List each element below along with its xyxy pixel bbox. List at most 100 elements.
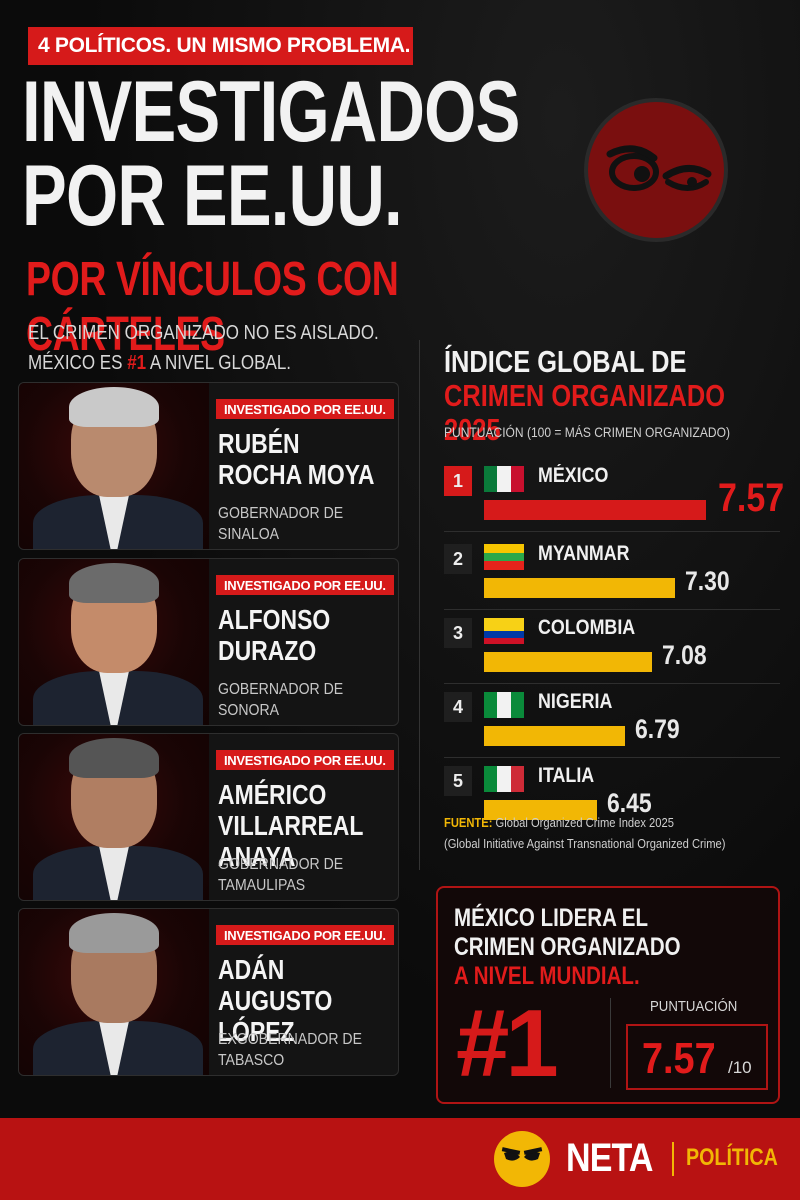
politician-role: GOBERNADOR DE SONORA [218, 679, 394, 721]
intro-rank-highlight: #1 [127, 352, 147, 374]
politician-role-line2: SONORA [218, 702, 280, 719]
score-bar [484, 726, 625, 746]
column-divider [419, 340, 420, 870]
source-line2: (Global Initiative Against Transnational… [444, 836, 726, 851]
score-bar [484, 800, 597, 820]
politician-role-line1: EXGOBERNADOR DE [218, 1031, 362, 1048]
score-denominator: /10 [728, 1058, 752, 1077]
score-label: PUNTUACIÓN [650, 998, 738, 1015]
country-flag-icon [484, 766, 524, 792]
politician-name: ALFONSO DURAZO [218, 604, 398, 666]
section-label: POLÍTICA [686, 1144, 778, 1171]
portrait-photo [19, 383, 209, 549]
politician-card: INVESTIGADO POR EE.UU. ALFONSO DURAZO GO… [18, 558, 399, 726]
lead-rank: #1 [456, 990, 559, 1097]
politician-name-line2: DURAZO [218, 635, 317, 666]
politician-role-line1: GOBERNADOR DE [218, 505, 344, 522]
intro-line2-post: A NIVEL GLOBAL. [146, 352, 292, 374]
politician-role-line2: TAMAULIPAS [218, 877, 306, 894]
angry-eyes-icon [584, 98, 728, 242]
portrait-photo [19, 734, 209, 900]
politician-name-line2: VILLARREAL ANAYA [218, 810, 363, 872]
politician-card: INVESTIGADO POR EE.UU. ADÁN AUGUSTO LÓPE… [18, 908, 399, 1076]
rank-number: 2 [444, 544, 472, 574]
politician-role-line1: GOBERNADOR DE [218, 681, 344, 698]
rank-row-2: 2 MYANMAR 7.30 [444, 540, 780, 610]
footer-separator [672, 1142, 674, 1176]
politician-role-line2: SINALOA [218, 526, 280, 543]
intro-text: EL CRIMEN ORGANIZADO NO ES AISLADO. MÉXI… [28, 318, 419, 378]
hero-title: INVESTIGADOS POR EE.UU. [22, 64, 520, 244]
lead-highlight-box: MÉXICO LIDERA EL CRIMEN ORGANIZADO A NIV… [436, 886, 780, 1104]
country-name: MÉXICO [538, 464, 609, 487]
politician-role: GOBERNADOR DE SINALOA [218, 503, 394, 545]
intro-line2: MÉXICO ES #1 A NIVEL GLOBAL. [28, 348, 419, 378]
politician-card: INVESTIGADO POR EE.UU. AMÉRICO VILLARREA… [18, 733, 399, 901]
lead-line2: CRIMEN ORGANIZADO [454, 933, 681, 961]
lead-line1: MÉXICO LIDERA EL [454, 904, 649, 932]
intro-line2-pre: MÉXICO ES [28, 352, 128, 374]
score-label: 7.57 [718, 476, 785, 520]
rank-number: 4 [444, 692, 472, 722]
country-flag-icon [484, 544, 524, 570]
politician-role: GOBERNADOR DE TAMAULIPAS [218, 854, 394, 896]
lead-line3: A NIVEL MUNDIAL. [454, 962, 640, 990]
politician-role-line1: GOBERNADOR DE [218, 856, 344, 873]
hero-title-line1: INVESTIGADOS [22, 64, 520, 160]
rank-number: 1 [444, 466, 472, 496]
score-value: 7.57 [642, 1034, 716, 1083]
country-flag-icon [484, 692, 524, 718]
score-bar [484, 578, 675, 598]
source-name: Global Organized Crime Index 2025 [492, 815, 674, 830]
politician-name: ADÁN AUGUSTO LÓPEZ [218, 954, 398, 1047]
source-line1: FUENTE: Global Organized Crime Index 202… [444, 812, 788, 833]
score-label: 6.45 [607, 788, 652, 818]
country-name: COLOMBIA [538, 616, 636, 639]
rank-number: 3 [444, 618, 472, 648]
country-flag-icon [484, 618, 524, 644]
index-title-line1: ÍNDICE GLOBAL DE [444, 344, 687, 379]
score-bar [484, 500, 706, 520]
politician-name: RUBÉN ROCHA MOYA [218, 428, 398, 490]
country-name: MYANMAR [538, 542, 630, 565]
footer-bar: NETA POLÍTICA [0, 1118, 800, 1200]
lead-text: MÉXICO LIDERA EL CRIMEN ORGANIZADO A NIV… [454, 904, 766, 991]
brand-name: NETA [566, 1136, 653, 1180]
investigated-badge: INVESTIGADO POR EE.UU. [216, 925, 394, 945]
source-label: FUENTE: [444, 815, 493, 830]
score-label: 6.79 [635, 714, 680, 744]
investigated-badge: INVESTIGADO POR EE.UU. [216, 575, 394, 595]
hero-title-line2: POR EE.UU. [22, 148, 403, 244]
politician-name-line1: AMÉRICO [218, 779, 327, 810]
politician-name-line2: ROCHA MOYA [218, 459, 375, 490]
index-title-line2: CRIMEN ORGANIZADO 2025 [444, 378, 726, 447]
investigated-badge: INVESTIGADO POR EE.UU. [216, 399, 394, 419]
portrait-photo [19, 909, 209, 1075]
rank-number: 5 [444, 766, 472, 796]
rank-row-4: 4 NIGERIA 6.79 [444, 688, 780, 758]
portrait-photo [19, 559, 209, 725]
rank-row-1: 1 MÉXICO 7.57 [444, 462, 784, 532]
source-citation: FUENTE: Global Organized Crime Index 202… [444, 812, 788, 854]
header-tag: 4 POLÍTICOS. UN MISMO PROBLEMA. [28, 27, 413, 65]
index-title: ÍNDICE GLOBAL DE CRIMEN ORGANIZADO 2025 [444, 345, 788, 447]
score-bar [484, 652, 652, 672]
politician-role-line2: TABASCO [218, 1052, 285, 1069]
country-name: ITALIA [538, 764, 595, 787]
politician-name-line1: ALFONSO [218, 604, 331, 635]
politician-name: AMÉRICO VILLARREAL ANAYA [218, 779, 398, 872]
hero-subtitle: POR VÍNCULOS CON CÁRTELES [26, 253, 399, 361]
investigated-badge: INVESTIGADO POR EE.UU. [216, 750, 394, 770]
politician-role: EXGOBERNADOR DE TABASCO [218, 1029, 394, 1071]
lead-divider [610, 998, 611, 1088]
politician-name-line1: RUBÉN [218, 428, 300, 459]
neta-logo-icon [494, 1131, 550, 1187]
rank-row-3: 3 COLOMBIA 7.08 [444, 614, 780, 684]
country-flag-icon [484, 466, 524, 492]
intro-line1: EL CRIMEN ORGANIZADO NO ES AISLADO. [28, 322, 379, 344]
rank-row-5: 5 ITALIA 6.45 [444, 762, 780, 832]
politician-card: INVESTIGADO POR EE.UU. RUBÉN ROCHA MOYA … [18, 382, 399, 550]
score-box: 7.57 /10 [626, 1024, 768, 1090]
score-label: 7.08 [662, 640, 707, 670]
politician-name-line2: AUGUSTO LÓPEZ [218, 985, 333, 1047]
